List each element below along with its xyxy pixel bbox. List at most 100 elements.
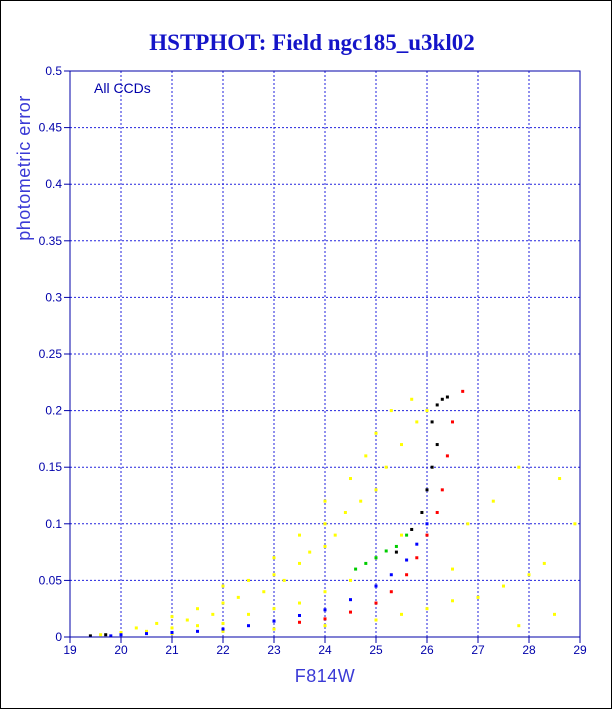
data-point [134, 626, 138, 630]
data-point [323, 499, 327, 503]
axes [64, 70, 581, 643]
data-point [389, 573, 393, 577]
data-point [349, 477, 352, 481]
data-point [374, 556, 378, 560]
data-point [364, 454, 368, 458]
data-point [435, 403, 439, 407]
data-point [349, 598, 352, 602]
data-point [389, 409, 393, 413]
data-point [323, 608, 327, 612]
x-tick-label: 20 [114, 643, 128, 657]
data-point [272, 619, 276, 623]
data-point [405, 558, 409, 562]
data-point [420, 510, 424, 514]
y-tick-label: 0 [55, 630, 62, 644]
y-tick-label: 0.05 [39, 573, 63, 587]
data-point [298, 613, 301, 617]
data-point [145, 632, 148, 636]
y-tick-label: 0.5 [45, 64, 62, 78]
y-tick-label: 0.15 [39, 460, 63, 474]
data-point [323, 624, 327, 628]
data-point [502, 584, 505, 588]
data-point [415, 542, 419, 546]
data-point [374, 431, 378, 435]
data-point [109, 634, 113, 638]
data-point [359, 499, 363, 503]
data-point [221, 584, 225, 588]
y-tick-label: 0.1 [45, 517, 62, 531]
data-point [298, 601, 301, 605]
data-point [354, 567, 358, 571]
data-point [400, 443, 403, 447]
data-point [415, 556, 419, 560]
chart-title: HSTPHOT: Field ngc185_u3kl02 [149, 30, 474, 55]
data-point [374, 488, 378, 492]
data-point [451, 599, 454, 603]
data-point [88, 634, 92, 638]
y-tick-label: 0.25 [39, 347, 63, 361]
data-point [323, 617, 327, 621]
data-point [425, 488, 429, 492]
data-point [272, 556, 276, 560]
data-point [298, 620, 301, 624]
x-axis-title: F814W [295, 666, 356, 686]
data-point [440, 397, 444, 401]
data-point [272, 573, 276, 577]
data-point [170, 630, 174, 634]
data-point [466, 522, 470, 526]
data-point [374, 618, 378, 622]
data-point [394, 550, 398, 554]
x-tick-label: 19 [63, 643, 77, 657]
data-point [247, 624, 250, 628]
data-point [221, 601, 225, 605]
data-point [445, 395, 449, 399]
data-point [236, 595, 240, 599]
data-point [461, 389, 465, 393]
x-tick-label: 22 [216, 643, 230, 657]
data-point [558, 477, 562, 481]
data-point [410, 397, 414, 401]
y-tick-label: 0.45 [39, 121, 63, 135]
data-point [374, 601, 378, 605]
data-point [542, 561, 546, 565]
data-point [517, 465, 521, 469]
all-ccds-label: All CCDs [94, 80, 151, 96]
x-tick-label: 28 [522, 643, 536, 657]
data-point [435, 443, 439, 447]
data-point [247, 578, 250, 582]
data-point [196, 624, 199, 628]
data-point [491, 499, 495, 503]
data-point [445, 454, 449, 458]
data-point [517, 624, 521, 628]
y-tick-label: 0.3 [45, 290, 62, 304]
y-axis-title: photometric error [14, 95, 34, 241]
data-point [211, 612, 215, 616]
y-tick-label: 0.4 [45, 177, 62, 191]
data-point [415, 420, 419, 424]
data-point [394, 544, 398, 548]
x-tick-label: 23 [267, 643, 281, 657]
data-point [349, 578, 352, 582]
data-point [374, 584, 378, 588]
data-point [384, 465, 388, 469]
plot-area-border [69, 70, 581, 638]
data-point [476, 595, 480, 599]
data-point [333, 533, 337, 537]
data-point [221, 621, 225, 625]
data-point [349, 610, 352, 614]
x-tick-label: 27 [471, 643, 485, 657]
x-tick-label: 29 [573, 643, 587, 657]
x-tick-label: 24 [318, 643, 332, 657]
data-point [196, 629, 199, 633]
data-point [282, 578, 286, 582]
data-point [410, 527, 414, 531]
data-point [247, 612, 250, 616]
data-point [384, 549, 388, 553]
data-point [221, 627, 225, 631]
data-point [527, 573, 531, 577]
data-point [185, 618, 189, 622]
data-point [364, 561, 368, 565]
data-point [400, 612, 403, 616]
data-point [405, 573, 409, 577]
y-tick-labels: 0 0.05 0.1 0.15 0.2 0.25 0.3 0.35 0.4 0.45 0.5 [39, 64, 63, 644]
